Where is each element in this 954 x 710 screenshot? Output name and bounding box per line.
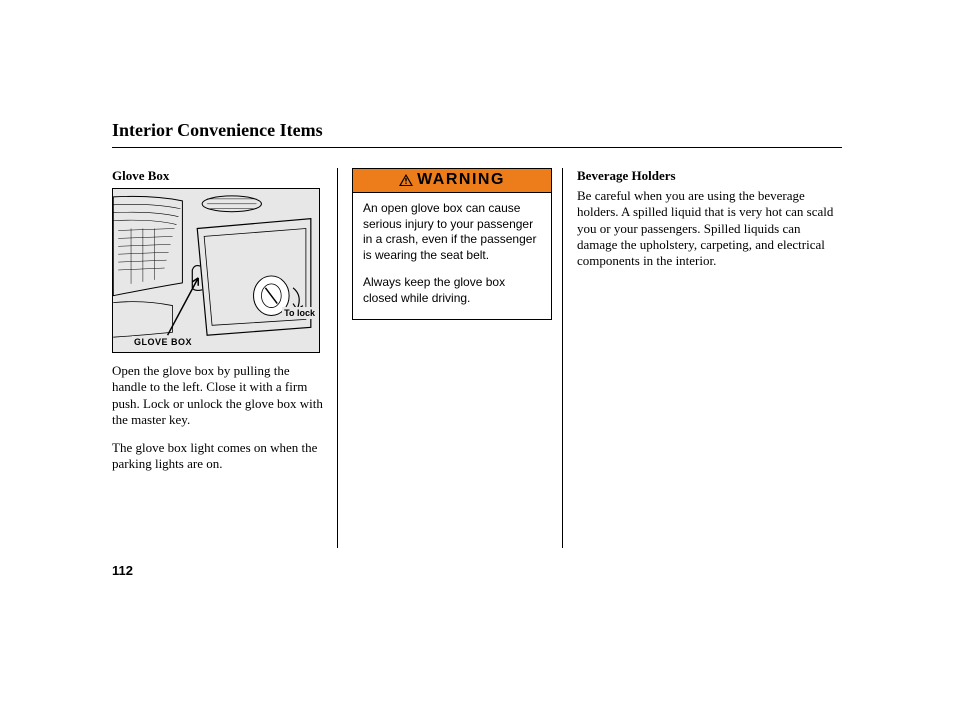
column-warning: WARNING An open glove box can cause seri… [337, 168, 562, 548]
glove-box-para2: The glove box light comes on when the pa… [112, 440, 323, 473]
warning-body: An open glove box can cause serious inju… [353, 193, 551, 319]
beverage-para1: Be careful when you are using the bevera… [577, 188, 842, 269]
warning-box: WARNING An open glove box can cause seri… [352, 168, 552, 320]
content-columns: Glove Box [112, 168, 842, 548]
diagram-label-glovebox: GLOVE BOX [132, 336, 194, 348]
glove-box-illustration [113, 189, 319, 352]
diagram-label-tolock: To lock [282, 307, 317, 319]
column-beverage: Beverage Holders Be careful when you are… [562, 168, 842, 548]
warning-triangle-icon [399, 174, 413, 186]
warning-para2: Always keep the glove box closed while d… [363, 275, 541, 306]
manual-page: Interior Convenience Items Glove Box [112, 120, 842, 548]
glove-box-diagram: To lock GLOVE BOX [112, 188, 320, 353]
warning-header: WARNING [353, 169, 551, 193]
glove-box-para1: Open the glove box by pulling the handle… [112, 363, 323, 428]
page-number: 112 [112, 563, 133, 578]
warning-header-text: WARNING [417, 171, 505, 189]
beverage-heading: Beverage Holders [577, 168, 842, 184]
glove-box-heading: Glove Box [112, 168, 323, 184]
column-glove-box: Glove Box [112, 168, 337, 548]
page-title: Interior Convenience Items [112, 120, 842, 148]
warning-para1: An open glove box can cause serious inju… [363, 201, 541, 263]
